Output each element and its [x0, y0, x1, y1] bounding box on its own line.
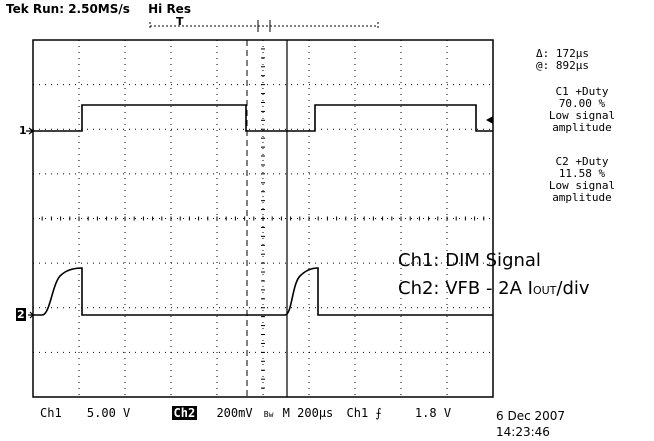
waveform-traces	[33, 104, 493, 316]
legend-ch2-sub: OUT	[532, 284, 557, 297]
ch1-level-marker-label[interactable]: 1	[19, 124, 27, 137]
ch1-scale: 5.00 V	[86, 406, 131, 420]
legend-ch2-prefix: Ch2: VFB - 2A I	[398, 278, 533, 299]
run-status-text: Tek Run: 2.50MS/s	[6, 2, 130, 16]
measurement-value: 70.00 %	[558, 97, 606, 110]
ch2-label[interactable]: Ch2	[171, 406, 198, 420]
measurement-note: Low signal	[548, 109, 616, 122]
ch2-ground-arrow	[28, 311, 34, 319]
measurement-ch2-duty: C2 +Duty 11.58 % Low signal amplitude	[532, 156, 632, 204]
ch2-level-marker-label[interactable]: 2	[16, 308, 26, 321]
channel-markers	[26, 116, 493, 319]
cursor-at-text: @: 892µs	[536, 59, 589, 72]
trigger-level-arrow	[486, 116, 493, 124]
time-text: 14:23:46	[496, 425, 550, 439]
measurement-note: amplitude	[552, 121, 612, 134]
acquisition-status: Tek Run: 2.50MS/s Hi Res	[6, 2, 191, 16]
graticule-grid	[32, 39, 494, 398]
legend-ch2: Ch2: VFB - 2A IOUT/div	[398, 278, 590, 299]
cursor-readout: Δ: 172µs @: 892µs	[536, 48, 589, 72]
measurement-note: amplitude	[552, 191, 612, 204]
acquisition-mode-text: Hi Res	[148, 2, 191, 16]
bandwidth-limit-icon: Bw	[263, 410, 274, 419]
measurement-value: 11.58 %	[558, 167, 606, 180]
record-view-bracket	[149, 20, 379, 32]
measurement-note: Low signal	[548, 179, 616, 192]
date-text: 6 Dec 2007	[496, 409, 566, 423]
legend-ch2-suffix: /div	[556, 278, 590, 299]
ch1-ground-arrow	[26, 127, 34, 135]
ch1-trace	[33, 104, 493, 132]
time-cursors[interactable]	[246, 40, 288, 397]
timebase-value[interactable]: 200µs	[297, 406, 334, 420]
trigger-source[interactable]: Ch1	[346, 406, 369, 420]
ch1-label[interactable]: Ch1	[40, 406, 62, 420]
cursor-delta-text: Δ: 172µs	[536, 47, 589, 60]
trigger-level[interactable]: 1.8 V	[414, 406, 452, 420]
trigger-position-marker[interactable]: T	[176, 15, 184, 28]
measurement-title: C2 +Duty	[555, 155, 609, 168]
timebase-label: M	[282, 406, 290, 420]
status-bar: Ch1 5.00 V Ch2 200mV Bw M 200µs Ch1 ⨍ 1.…	[40, 406, 451, 420]
ch2-scale: 200mV	[216, 406, 253, 420]
timestamp: 6 Dec 2007 14:23:46	[496, 408, 565, 440]
trigger-slope-icon: ⨍	[375, 406, 382, 420]
ch2-trace	[33, 267, 493, 316]
legend-ch1: Ch1: DIM Signal	[398, 250, 541, 271]
measurement-title: C1 +Duty	[555, 85, 609, 98]
measurement-ch1-duty: C1 +Duty 70.00 % Low signal amplitude	[532, 86, 632, 134]
